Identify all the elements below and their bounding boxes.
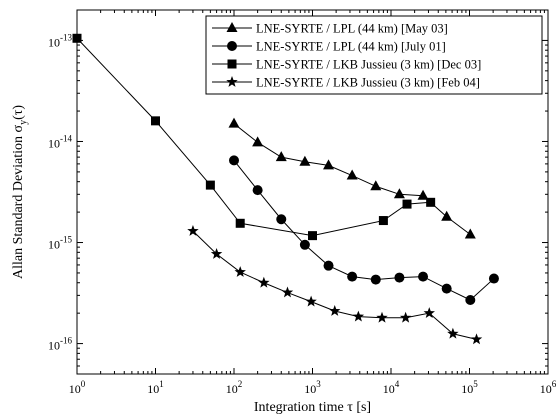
data-point xyxy=(470,333,483,345)
data-point xyxy=(370,180,382,191)
data-point xyxy=(252,136,264,147)
legend-marker xyxy=(227,41,237,51)
y-axis-label-subscript: y xyxy=(18,120,29,125)
series-triangle xyxy=(228,117,476,239)
legend-item: LNE-SYRTE / LKB Jussieu (3 km) [Feb 04] xyxy=(212,76,480,90)
x-tick-label: 102 xyxy=(226,379,243,396)
data-point xyxy=(423,307,435,319)
x-tick-label: 100 xyxy=(69,379,86,396)
y-tick-label: 10-16 xyxy=(48,336,72,353)
legend-marker xyxy=(226,76,238,87)
x-tick-label: 106 xyxy=(540,379,557,396)
data-point xyxy=(394,272,405,283)
data-point xyxy=(447,327,459,339)
x-axis-label: Integration time τ [s] xyxy=(254,400,371,415)
data-point xyxy=(378,216,388,226)
data-point xyxy=(281,286,294,298)
x-tick-label: 101 xyxy=(147,379,164,396)
legend-label: LNE-SYRTE / LPL (44 km) [July 01] xyxy=(256,40,446,54)
data-point xyxy=(329,305,341,316)
legend-item: LNE-SYRTE / LPL (44 km) [May 03] xyxy=(212,22,448,36)
legend-item: LNE-SYRTE / LKB Jussieu (3 km) [Dec 03] xyxy=(212,58,481,72)
data-point xyxy=(205,180,215,190)
axes: 100 101 102 103 104 105 106 10-16 10-15 10-14 10-1… xyxy=(48,9,557,396)
legend-marker xyxy=(227,59,237,69)
data-point xyxy=(376,311,388,323)
data-point xyxy=(252,185,263,196)
data-point xyxy=(441,283,452,294)
data-point xyxy=(228,117,240,128)
data-point xyxy=(299,239,310,250)
data-point xyxy=(399,311,412,323)
data-point xyxy=(258,276,270,288)
data-point xyxy=(234,266,246,277)
data-point xyxy=(187,225,199,236)
data-point xyxy=(402,199,412,209)
y-axis-label-suffix: (τ) xyxy=(11,105,26,120)
series-circle xyxy=(229,155,499,305)
series-star xyxy=(187,225,483,345)
series-group xyxy=(72,33,499,345)
data-point xyxy=(465,294,476,305)
legend-label: LNE-SYRTE / LKB Jussieu (3 km) [Feb 04] xyxy=(256,76,480,90)
x-tick-label: 105 xyxy=(461,379,478,396)
data-point xyxy=(441,210,453,221)
y-axis-label: Allan Standard Deviation σy(τ) xyxy=(11,105,29,279)
data-point xyxy=(488,273,499,284)
data-point xyxy=(323,260,334,271)
data-point xyxy=(229,155,239,166)
data-point xyxy=(370,274,381,285)
data-point xyxy=(347,271,358,282)
data-point xyxy=(235,218,245,228)
legend-label: LNE-SYRTE / LPL (44 km) [May 03] xyxy=(256,22,448,36)
data-point xyxy=(210,248,223,259)
data-point xyxy=(72,33,82,43)
legend-box xyxy=(205,15,543,95)
data-point xyxy=(308,231,317,241)
data-point xyxy=(426,197,436,207)
data-point xyxy=(299,155,311,166)
y-tick-label: 10-13 xyxy=(48,32,72,49)
legend-marker xyxy=(226,22,238,32)
y-axis-label-main: Allan Standard Deviation σ xyxy=(11,124,26,279)
data-point xyxy=(393,188,405,199)
data-point xyxy=(417,189,429,200)
data-point xyxy=(305,295,317,307)
data-point xyxy=(276,214,287,225)
legend-item: LNE-SYRTE / LPL (44 km) [July 01] xyxy=(212,40,446,54)
data-point xyxy=(346,169,358,180)
data-point xyxy=(151,116,160,126)
data-point xyxy=(323,159,335,170)
data-point xyxy=(352,310,365,322)
legend-label: LNE-SYRTE / LKB Jussieu (3 km) [Dec 03] xyxy=(256,58,481,72)
data-point xyxy=(464,228,476,239)
data-point xyxy=(418,271,429,282)
y-tick-label: 10-14 xyxy=(48,133,72,150)
series-square xyxy=(72,33,436,241)
x-tick-label: 103 xyxy=(304,379,321,396)
x-tick-label: 104 xyxy=(383,379,400,396)
y-tick-label: 10-15 xyxy=(48,235,72,252)
series-line xyxy=(192,230,477,340)
legend: LNE-SYRTE / LPL (44 km) [May 03] LNE-SYRT… xyxy=(205,15,543,95)
data-point xyxy=(275,151,287,162)
